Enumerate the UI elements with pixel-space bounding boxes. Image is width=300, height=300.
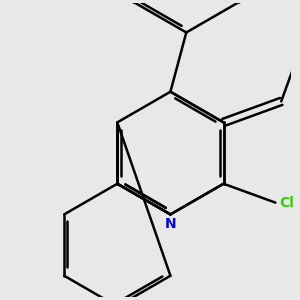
Text: N: N [165, 217, 176, 231]
Text: Cl: Cl [279, 196, 294, 210]
